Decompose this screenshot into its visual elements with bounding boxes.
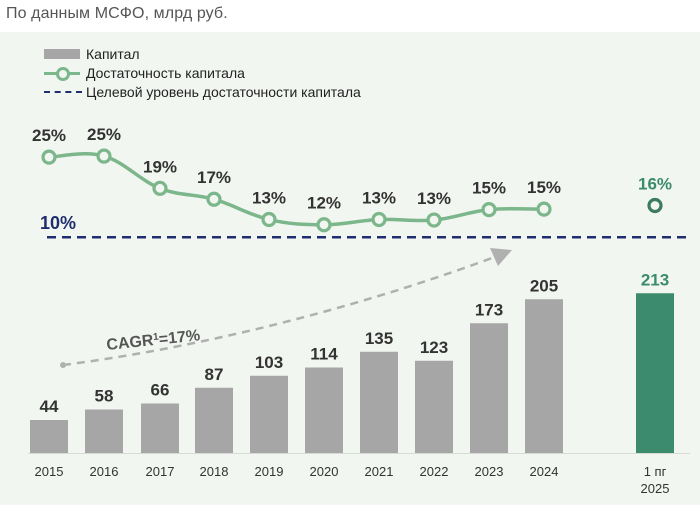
capital-bar [636,293,674,453]
adequacy-point [96,148,112,164]
capital-value-label: 205 [530,276,558,295]
adequacy-value-label: 16% [638,174,672,193]
capital-bar [30,420,68,453]
capital-bar [525,299,563,453]
adequacy-value-label: 15% [472,179,506,198]
adequacy-point [261,211,277,228]
capital-bar [360,351,398,453]
cagr-label: CAGR1=17% [106,327,201,354]
cagr-arrow-start [60,362,66,368]
adequacy-line [48,152,545,227]
adequacy-value-label: 13% [417,189,451,208]
capital-value-label: 123 [420,338,448,357]
adequacy-point [152,180,168,196]
target-value-label: 10% [40,213,76,233]
x-tick-label: 2024 [530,464,559,479]
capital-value-label: 66 [151,381,170,400]
legend-item-capital: Капитал [44,44,361,63]
adequacy-value-label: 17% [197,168,231,187]
adequacy-value-label: 25% [32,126,66,145]
capital-bar [85,409,123,453]
capital-value-label: 58 [95,387,114,406]
adequacy-value-label: 15% [527,178,561,197]
x-tick-label: 2015 [35,464,64,479]
adequacy-point [647,197,663,214]
capital-bar [415,360,453,453]
adequacy-value-label: 13% [252,189,286,208]
adequacy-point [371,211,387,228]
adequacy-point [41,149,57,165]
capital-bar [195,387,233,453]
adequacy-point [206,191,222,207]
x-tick-label: 2019 [255,464,284,479]
x-tick-label: 1 пг [644,464,667,479]
adequacy-value-label: 25% [87,125,121,144]
capital-bar [141,403,179,453]
capital-bar [470,323,508,453]
chart-caption: По данным МСФО, млрд руб. [6,5,228,22]
capital-value-label: 103 [255,353,283,372]
legend-label-target: Целевой уровень достаточности капитала [86,83,361,100]
adequacy-value-label: 12% [307,194,341,213]
legend-line-swatch [44,66,82,81]
x-tick-label: 2023 [475,464,504,479]
x-tick-label: 2016 [90,464,119,479]
capital-bar [250,375,288,453]
x-tick-label: 2021 [365,464,394,479]
chart-legend: Капитал Достаточность капитала Целевой у… [44,44,361,101]
capital-value-label: 114 [310,345,338,364]
legend-bar-swatch [44,47,82,61]
adequacy-point [481,202,497,218]
x-tick-label: 2018 [200,464,229,479]
capital-value-label: 87 [205,365,224,384]
legend-item-target: Целевой уровень достаточности капитала [44,82,361,101]
adequacy-point [316,217,332,233]
x-tick-label: 2020 [310,464,339,479]
capital-value-label: 213 [641,270,669,289]
x-tick-label: 2017 [146,464,175,479]
legend-label-capital: Капитал [86,45,140,62]
capital-value-label: 44 [40,397,59,416]
capital-value-label: 173 [475,300,503,319]
adequacy-value-label: 19% [143,157,177,176]
legend-dash-swatch [44,85,82,99]
adequacy-point [426,212,442,228]
adequacy-value-label: 13% [362,189,396,208]
cagr-arrow-head [490,248,512,266]
capital-value-label: 135 [365,329,393,348]
legend-item-adequacy: Достаточность капитала [44,63,361,82]
adequacy-point [536,201,552,217]
cagr-arrow [62,253,501,367]
legend-label-adequacy: Достаточность капитала [86,64,245,81]
capital-bar [305,367,343,453]
x-tick-label: 2025 [641,481,670,496]
x-tick-label: 2022 [420,464,449,479]
